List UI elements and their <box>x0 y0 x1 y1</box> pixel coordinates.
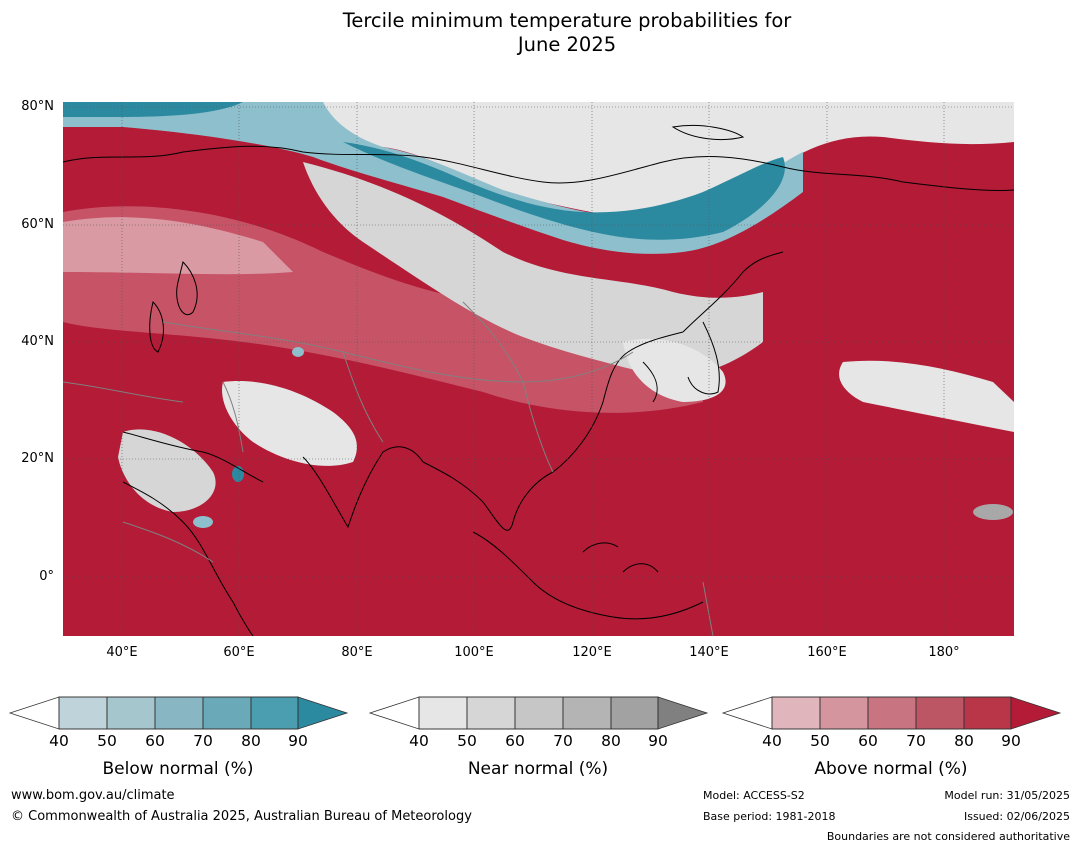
near-tick-70: 70 <box>553 732 573 750</box>
colorbar-below-normal <box>8 696 349 730</box>
below-tick-80: 80 <box>241 732 261 750</box>
legend-swatch-0-0 <box>58 696 108 730</box>
above-tick-70: 70 <box>906 732 926 750</box>
title-line-1: Tercile minimum temperature probabilitie… <box>342 9 792 32</box>
near-tick-90: 90 <box>648 732 668 750</box>
above-tick-60: 60 <box>858 732 878 750</box>
lat-label-20n: 20°N <box>21 451 54 466</box>
country-borders <box>63 301 714 636</box>
below-normal-region <box>343 142 785 240</box>
map-title: Tercile minimum temperature probabilitie… <box>0 9 1081 57</box>
near-normal-region <box>303 162 763 376</box>
near-normal-pacific-region <box>839 360 1014 432</box>
legend-swatch-1-0 <box>418 696 468 730</box>
below-tick-50: 50 <box>97 732 117 750</box>
lon-label-40e: 40°E <box>106 645 138 660</box>
below-normal-spot-central-asia <box>292 347 304 357</box>
map-gridlines <box>63 102 1014 636</box>
legend-swatch-0-3 <box>202 696 252 730</box>
above-normal-label: Above normal (%) <box>814 759 968 779</box>
lon-label-180: 180° <box>928 645 960 660</box>
near-tick-40: 40 <box>409 732 429 750</box>
lon-label-100e: 100°E <box>454 645 494 660</box>
near-normal-west-region <box>222 381 357 466</box>
lat-label-80n: 80°N <box>21 99 54 114</box>
legend-swatch-0-2 <box>154 696 204 730</box>
legend-swatch-2-0 <box>771 696 821 730</box>
legend-swatch-0-5 <box>297 696 349 730</box>
below-normal-label: Below normal (%) <box>102 759 254 779</box>
model-text: Model: ACCESS-S2 <box>703 789 805 802</box>
above-tick-90: 90 <box>1001 732 1021 750</box>
near-normal-label: Near normal (%) <box>467 759 609 779</box>
colorbar-near-normal <box>368 696 709 730</box>
below-tick-40: 40 <box>49 732 69 750</box>
legend-swatch-1-1 <box>466 696 516 730</box>
lon-label-120e: 120°E <box>572 645 612 660</box>
legend-swatch-2-3 <box>915 696 965 730</box>
website-link[interactable]: www.bom.gov.au/climate <box>11 788 175 803</box>
near-normal-east-region <box>623 338 726 402</box>
lon-label-80e: 80°E <box>341 645 373 660</box>
near-tick-80: 80 <box>601 732 621 750</box>
title-line-2: June 2025 <box>517 33 617 56</box>
legend-swatch-2-1 <box>819 696 869 730</box>
below-normal-spot-somalia <box>193 516 213 528</box>
copyright-text: © Commonwealth of Australia 2025, Austra… <box>11 809 472 824</box>
near-normal-dark-spot <box>973 504 1013 520</box>
legend-swatch-2-2 <box>867 696 917 730</box>
legend-swatch-1-4 <box>610 696 659 730</box>
above-tick-40: 40 <box>762 732 782 750</box>
above-normal-light-region <box>63 217 293 275</box>
model-run-text: Model run: 31/05/2025 <box>944 789 1070 802</box>
above-tick-50: 50 <box>810 732 830 750</box>
below-tick-90: 90 <box>288 732 308 750</box>
legend-near-normal <box>368 696 709 730</box>
lon-label-60e: 60°E <box>223 645 255 660</box>
issued-text: Issued: 02/06/2025 <box>963 810 1070 823</box>
legend-swatch-1-2 <box>514 696 564 730</box>
map-canvas <box>63 102 1014 636</box>
legend-swatch-1-5 <box>657 696 709 730</box>
legend-swatch-2-4 <box>963 696 1012 730</box>
legend-swatch-0-1 <box>106 696 156 730</box>
legend-above-normal <box>721 696 1062 730</box>
colorbar-above-normal <box>721 696 1062 730</box>
legend-below-normal <box>8 696 349 730</box>
legend-swatch-0-4 <box>250 696 299 730</box>
lon-label-140e: 140°E <box>689 645 729 660</box>
below-normal-northwest-region <box>63 102 243 117</box>
lat-label-60n: 60°N <box>21 217 54 232</box>
legend-swatch-2-5 <box>1010 696 1062 730</box>
near-tick-60: 60 <box>505 732 525 750</box>
near-tick-50: 50 <box>457 732 477 750</box>
probability-map <box>63 102 1014 636</box>
below-tick-60: 60 <box>145 732 165 750</box>
legend-swatch-1-3 <box>562 696 612 730</box>
disclaimer-text: Boundaries are not considered authoritat… <box>826 830 1070 843</box>
lon-label-160e: 160°E <box>807 645 847 660</box>
lat-label-40n: 40°N <box>21 334 54 349</box>
base-period-text: Base period: 1981-2018 <box>703 810 836 823</box>
above-tick-80: 80 <box>954 732 974 750</box>
coastlines <box>63 124 1014 636</box>
below-tick-70: 70 <box>193 732 213 750</box>
lat-label-0: 0° <box>39 569 54 584</box>
